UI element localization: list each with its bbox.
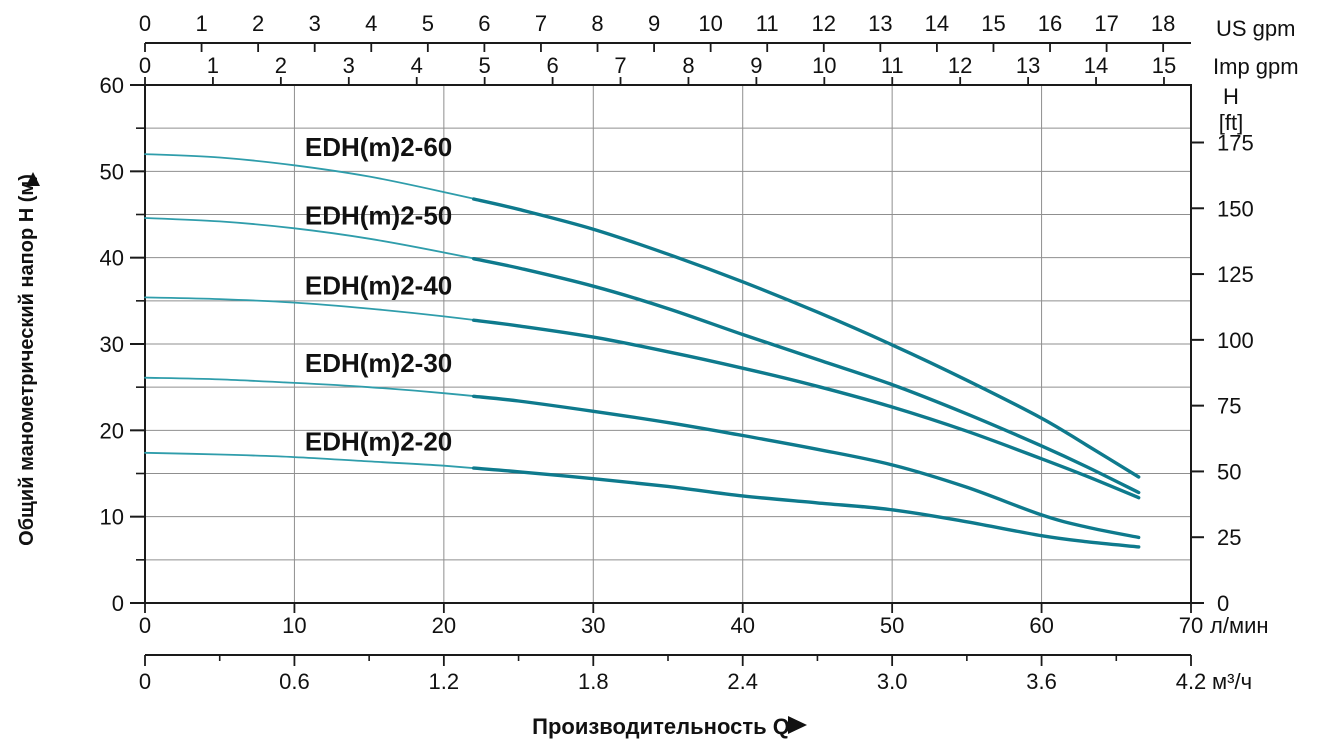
us-gpm-tick-label: 14 <box>925 11 949 36</box>
curve-edh-m-2-30 <box>472 394 1141 540</box>
imp-gpm-tick-label: 8 <box>682 53 694 78</box>
m3-h-tick-label: 3.6 <box>1026 669 1057 694</box>
l-min-tick-label: 20 <box>432 613 456 638</box>
l-min-tick-label: 60 <box>1029 613 1053 638</box>
us-gpm-tick-label: 9 <box>648 11 660 36</box>
us-gpm-tick-label: 10 <box>698 11 722 36</box>
m3-h-tick-label: 0 <box>139 669 151 694</box>
h-m-tick-label: 10 <box>100 505 124 530</box>
m3-h-tick-label: 4.2 <box>1176 669 1207 694</box>
curve-edh-m-2-60 <box>472 197 1141 479</box>
curve-edh-m-2-40 <box>472 318 1141 500</box>
us-gpm-unit-label: US gpm <box>1216 16 1295 41</box>
y-axis-title: Общий манометрический напор H (м) <box>16 174 38 546</box>
imp-gpm-tick-label: 9 <box>750 53 762 78</box>
h-ft-tick-label: 150 <box>1217 196 1254 221</box>
imp-gpm-unit-label: Imp gpm <box>1213 54 1299 79</box>
h-ft-tick-label: 175 <box>1217 130 1254 155</box>
us-gpm-tick-label: 7 <box>535 11 547 36</box>
m3-h-tick-label: 2.4 <box>727 669 758 694</box>
h-ft-tick-label: 50 <box>1217 459 1241 484</box>
imp-gpm-tick-label: 12 <box>948 53 972 78</box>
h-ft-unit-label-ft: [ft] <box>1219 110 1243 135</box>
imp-gpm-tick-label: 13 <box>1016 53 1040 78</box>
us-gpm-tick-label: 8 <box>591 11 603 36</box>
l-min-tick-label: 10 <box>282 613 306 638</box>
curve-label-edh-m-2-60: EDH(m)2-60 <box>305 132 452 162</box>
curve-edh-m-2-50 <box>472 257 1141 495</box>
m3-h-tick-label: 1.2 <box>429 669 460 694</box>
h-m-tick-label: 20 <box>100 418 124 443</box>
us-gpm-tick-label: 11 <box>756 11 779 36</box>
m3-h-tick-label: 3.0 <box>877 669 908 694</box>
l-min-tick-label: 70 <box>1179 613 1203 638</box>
h-m-tick-label: 0 <box>112 591 124 616</box>
h-ft-tick-label: 75 <box>1217 394 1241 419</box>
h-m-tick-label: 60 <box>100 73 124 98</box>
us-gpm-tick-label: 3 <box>309 11 321 36</box>
us-gpm-tick-label: 15 <box>981 11 1005 36</box>
x-axis-right-arrow-icon <box>788 716 807 734</box>
y-axis-up-arrow-icon <box>26 172 40 186</box>
us-gpm-tick-label: 5 <box>422 11 434 36</box>
imp-gpm-tick-label: 0 <box>139 53 151 78</box>
us-gpm-tick-label: 12 <box>812 11 836 36</box>
us-gpm-tick-label: 16 <box>1038 11 1062 36</box>
imp-gpm-tick-label: 2 <box>275 53 287 78</box>
l-min-tick-label: 0 <box>139 613 151 638</box>
curve-edh-m-2-20 <box>472 466 1141 549</box>
imp-gpm-tick-label: 14 <box>1084 53 1108 78</box>
l-min-tick-label: 50 <box>880 613 904 638</box>
us-gpm-tick-label: 1 <box>195 11 207 36</box>
m3-h-tick-label: 1.8 <box>578 669 609 694</box>
imp-gpm-tick-label: 7 <box>614 53 626 78</box>
us-gpm-tick-label: 17 <box>1094 11 1118 36</box>
m3-h-tick-label: 0.6 <box>279 669 310 694</box>
imp-gpm-tick-label: 1 <box>207 53 219 78</box>
x-axis-title: Производительность Q <box>532 714 790 739</box>
imp-gpm-tick-label: 11 <box>881 53 904 78</box>
l-min-tick-label: 40 <box>730 613 754 638</box>
h-ft-tick-label: 125 <box>1217 262 1254 287</box>
imp-gpm-tick-label: 15 <box>1152 53 1176 78</box>
h-ft-tick-label: 25 <box>1217 525 1241 550</box>
us-gpm-tick-label: 4 <box>365 11 377 36</box>
curve-label-edh-m-2-50: EDH(m)2-50 <box>305 200 452 230</box>
imp-gpm-tick-label: 6 <box>546 53 558 78</box>
curve-label-edh-m-2-40: EDH(m)2-40 <box>305 270 452 300</box>
imp-gpm-tick-label: 5 <box>479 53 491 78</box>
imp-gpm-tick-label: 4 <box>411 53 423 78</box>
us-gpm-tick-label: 18 <box>1151 11 1175 36</box>
h-m-tick-label: 50 <box>100 159 124 184</box>
us-gpm-tick-label: 0 <box>139 11 151 36</box>
imp-gpm-tick-label: 10 <box>812 53 836 78</box>
imp-gpm-tick-label: 3 <box>343 53 355 78</box>
h-ft-unit-label-h: H <box>1223 84 1239 109</box>
l-min-unit-label: л/мин <box>1210 613 1269 638</box>
us-gpm-tick-label: 6 <box>478 11 490 36</box>
m3-h-unit-label: м³/ч <box>1212 669 1252 694</box>
h-ft-tick-label: 0 <box>1217 591 1229 616</box>
l-min-tick-label: 30 <box>581 613 605 638</box>
us-gpm-tick-label: 2 <box>252 11 264 36</box>
us-gpm-tick-label: 13 <box>868 11 892 36</box>
curve-label-edh-m-2-30: EDH(m)2-30 <box>305 348 452 378</box>
h-m-tick-label: 40 <box>100 246 124 271</box>
curve-label-edh-m-2-20: EDH(m)2-20 <box>305 427 452 457</box>
h-ft-tick-label: 100 <box>1217 328 1254 353</box>
h-m-tick-label: 30 <box>100 332 124 357</box>
